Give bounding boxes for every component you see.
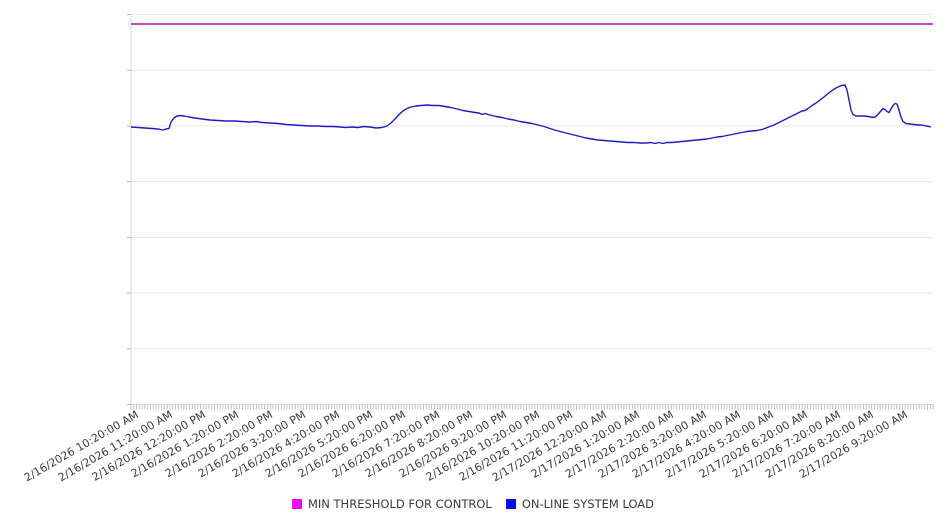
legend-label: ON-LINE SYSTEM LOAD [521, 497, 655, 511]
legend-item[interactable]: ON-LINE SYSTEM LOAD [505, 497, 655, 511]
chart-legend: MIN THRESHOLD FOR CONTROL ON-LINE SYSTEM … [0, 497, 946, 511]
legend-swatch-icon [505, 499, 516, 509]
legend-label: MIN THRESHOLD FOR CONTROL [307, 497, 492, 511]
legend-swatch-icon [291, 499, 302, 509]
system-load-line [130, 84, 932, 145]
legend-item[interactable]: MIN THRESHOLD FOR CONTROL [291, 497, 492, 511]
